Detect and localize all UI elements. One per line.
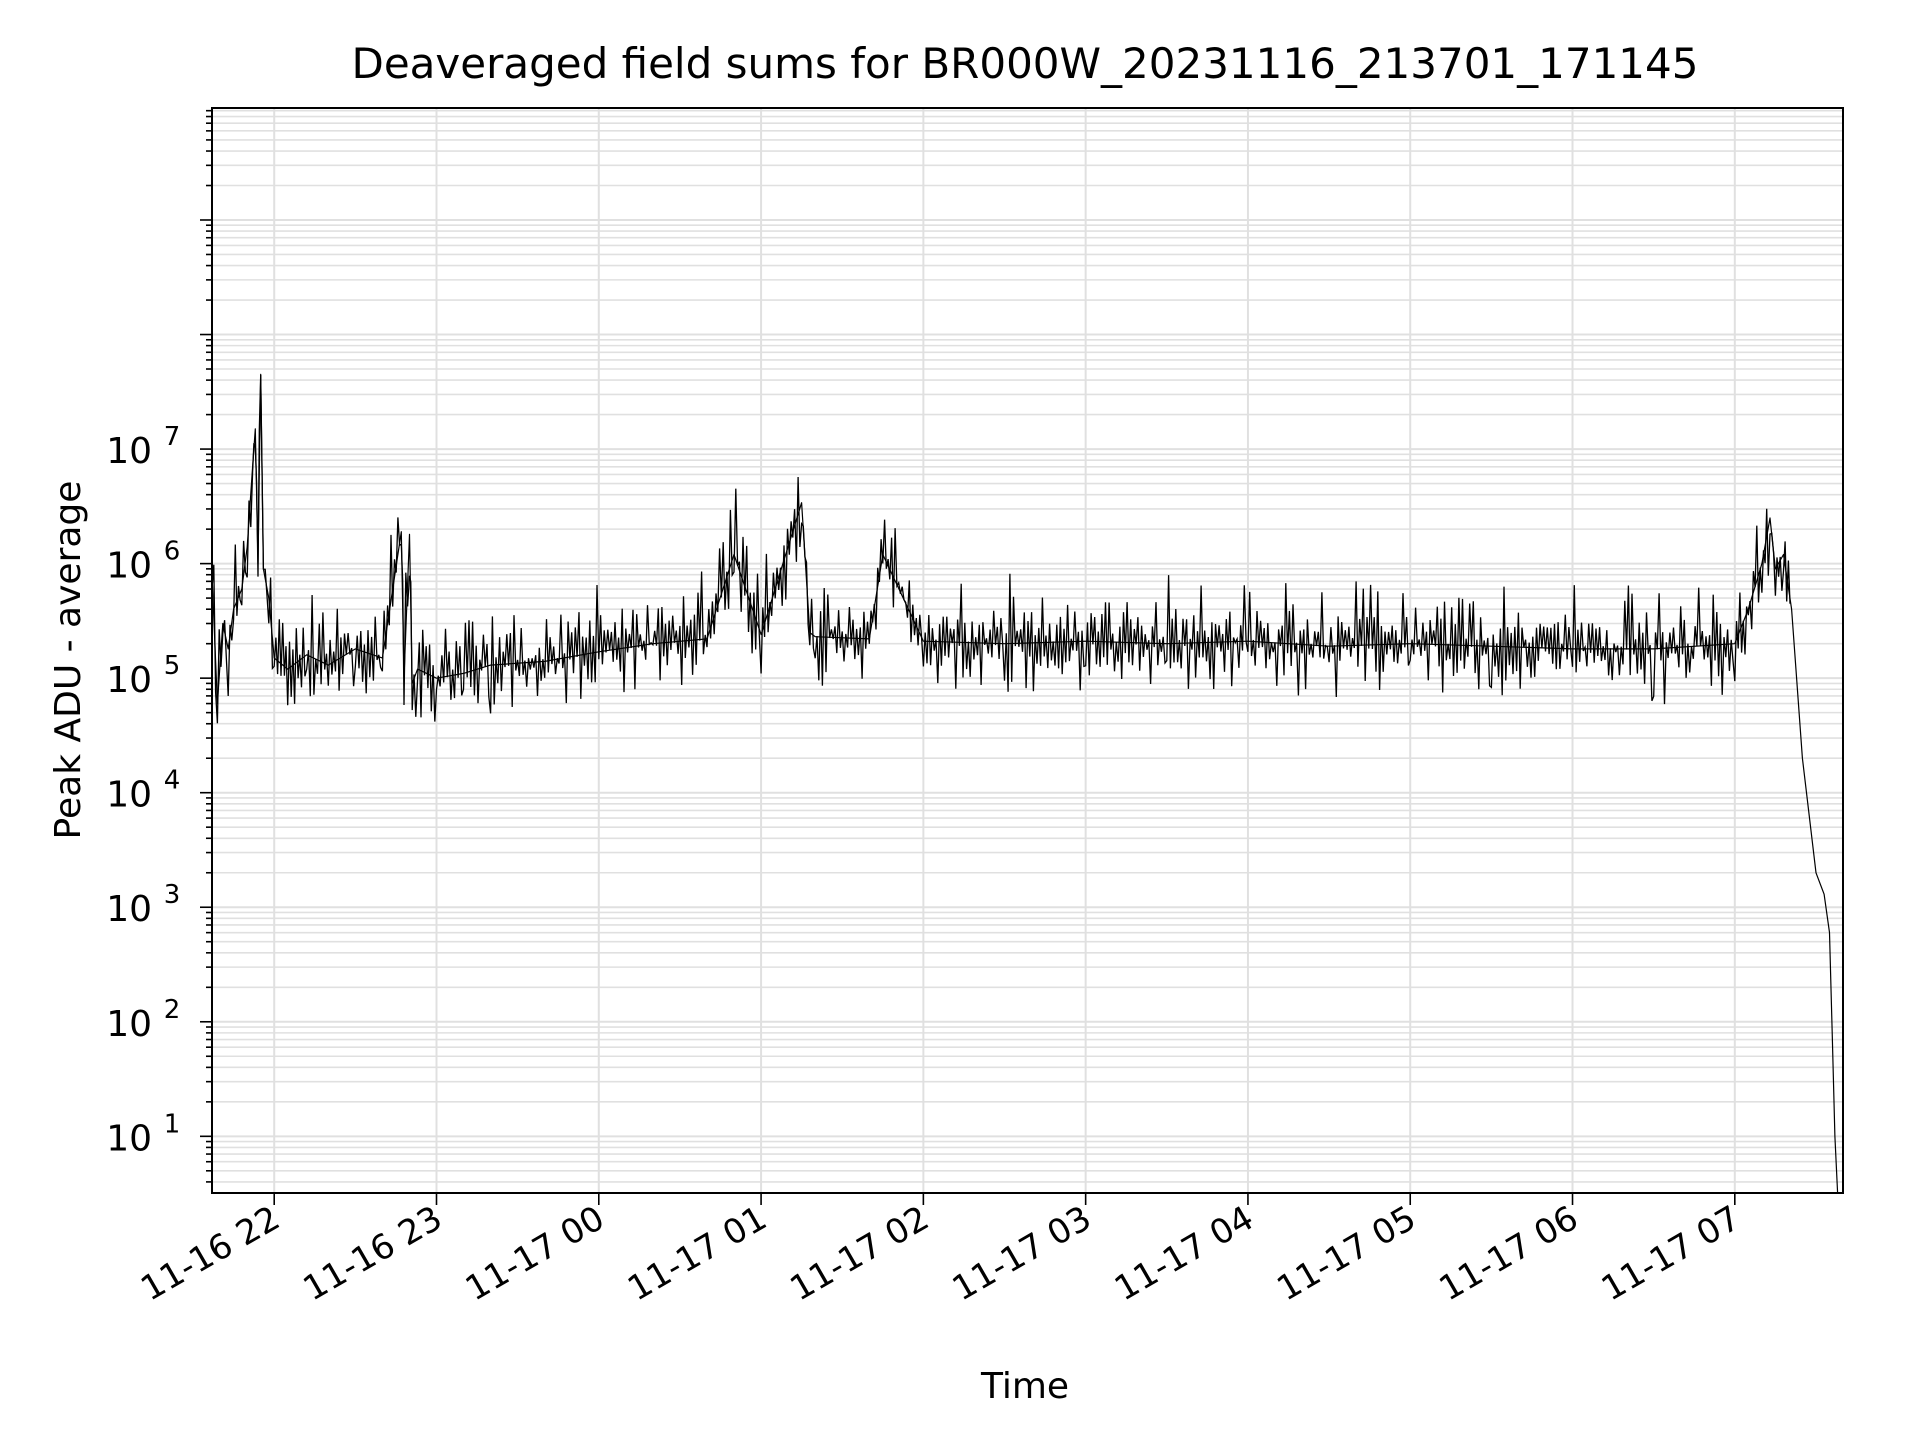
y-tick-exponent: 4 (164, 766, 181, 796)
y-tick-label: 10 (106, 431, 152, 472)
y-tick-label: 10 (106, 660, 152, 701)
y-tick-exponent: 6 (164, 537, 181, 567)
y-tick-base: 10 (106, 660, 152, 701)
y-tick-base: 10 (106, 889, 152, 930)
plot-frame (211, 107, 1844, 1194)
y-tick-label: 10 (106, 775, 152, 816)
y-axis-label: Peak ADU - average (48, 481, 89, 840)
y-tick-exponent: 5 (164, 651, 181, 681)
y-tick-base: 10 (106, 775, 152, 816)
axes (211, 107, 1844, 1194)
series-noise (211, 374, 1791, 724)
y-tick-base: 10 (106, 1004, 152, 1045)
y-tick-label: 10 (106, 1118, 152, 1159)
grid (212, 108, 1843, 1193)
y-tick-exponent: 2 (164, 995, 181, 1025)
y-tick-label: 10 (106, 546, 152, 587)
y-tick-exponent: 3 (164, 880, 181, 910)
y-tick-base: 10 (106, 1118, 152, 1159)
y-tick-base: 10 (106, 431, 152, 472)
chart-title: Deaveraged field sums for BR000W_2023111… (352, 39, 1699, 88)
y-tick-base: 10 (106, 546, 152, 587)
y-tick-exponent: 7 (164, 422, 181, 452)
y-tick-exponent: 1 (164, 1109, 181, 1139)
x-axis-label: Time (980, 1366, 1069, 1407)
y-tick-label: 10 (106, 889, 152, 930)
y-tick-label: 10 (106, 1004, 152, 1045)
series-layer (211, 373, 1839, 1194)
